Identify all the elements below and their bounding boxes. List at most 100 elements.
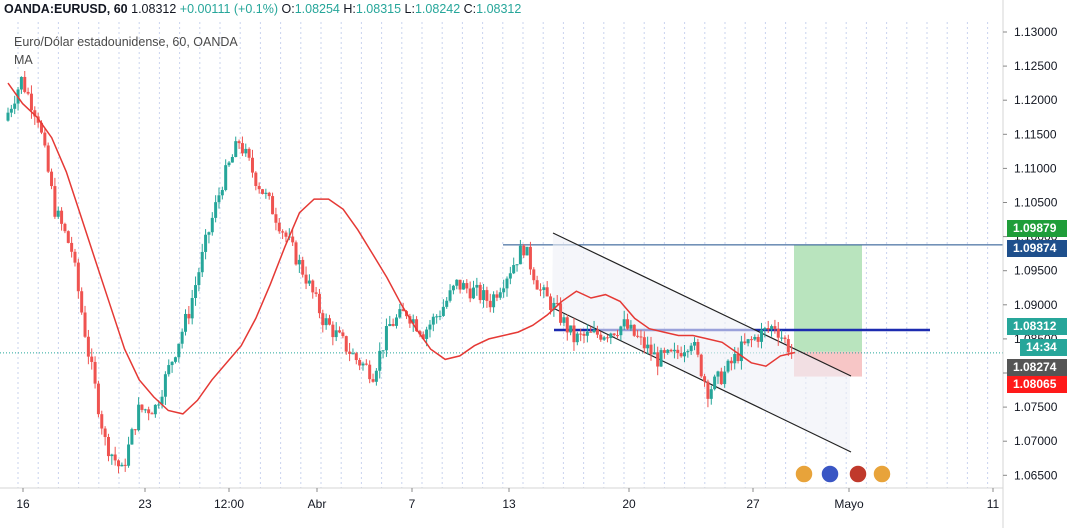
current-price-tag: 1.08312 [1007, 318, 1067, 335]
candle-body [130, 429, 134, 445]
price-tick-label: 1.10500 [1014, 196, 1058, 210]
candle-body [150, 413, 154, 415]
candle-body [123, 464, 127, 466]
candle-body [585, 331, 589, 336]
candle-body [274, 214, 278, 223]
candle-body [689, 345, 693, 352]
candle-body [703, 376, 707, 382]
event-flag-icon [820, 464, 840, 484]
candle-body [411, 319, 415, 324]
candle-body [163, 374, 167, 397]
event-flag-icon [848, 464, 868, 484]
candle-body [361, 363, 365, 366]
candle-body [719, 371, 723, 385]
candle-body [167, 365, 171, 375]
candle-body [421, 334, 425, 339]
candle-body [626, 319, 630, 329]
time-tick-label: 13 [502, 497, 516, 511]
time-tick-label: 20 [622, 497, 636, 511]
candle-body [391, 324, 395, 326]
candle-body [693, 342, 697, 346]
candle-body [381, 350, 385, 352]
candle-body [599, 334, 603, 340]
candle-body [492, 294, 496, 308]
candle-body [669, 349, 673, 352]
candle-body [307, 280, 311, 284]
candle-body [743, 341, 747, 344]
candle-body [579, 333, 583, 335]
candle-body [127, 444, 131, 466]
symbol-name[interactable]: OANDA:EURUSD, 60 [4, 2, 128, 16]
candle-body [207, 232, 211, 235]
candle-body [786, 339, 790, 353]
candle-body [133, 429, 137, 431]
candle-body [679, 353, 683, 357]
candle-body [629, 324, 633, 329]
candle-body [120, 464, 124, 467]
candle-body [676, 349, 680, 354]
time-tick-label: 12:00 [214, 497, 244, 511]
candle-body [773, 326, 777, 329]
candle-body [398, 309, 402, 318]
candle-body [733, 354, 737, 364]
candle-body [197, 272, 201, 286]
candle-body [706, 381, 710, 399]
candle-body [602, 337, 606, 340]
candle-body [384, 326, 388, 351]
candle-body [341, 332, 345, 337]
candle-body [6, 112, 10, 121]
channel-top [552, 232, 852, 377]
candle-body [348, 351, 352, 354]
candle-body [83, 312, 87, 337]
candle-body [495, 294, 499, 298]
candle-body [512, 265, 516, 274]
candle-body [415, 319, 419, 332]
close-label: C: [463, 2, 477, 16]
candle-body [244, 148, 248, 154]
candle-body [736, 354, 740, 362]
candle-body [605, 337, 609, 339]
candle-body [766, 328, 770, 330]
symbol-header: OANDA:EURUSD, 60 1.08312 +0.00111 (+0.1%… [4, 2, 521, 16]
open-value: 1.08254 [294, 2, 340, 16]
candle-body [465, 283, 469, 289]
candle-body [140, 404, 144, 410]
candle-body [240, 143, 244, 154]
candle-body [110, 454, 114, 457]
candle-body [311, 280, 315, 293]
candle-body [247, 148, 251, 158]
candle-body [63, 223, 67, 232]
candle-body [756, 336, 760, 342]
candle-body [227, 162, 231, 166]
candle-body [709, 389, 713, 399]
candle-body [117, 460, 121, 467]
price-tick-label: 1.07000 [1014, 434, 1058, 448]
candle-body [327, 318, 331, 325]
candle-body [589, 331, 593, 333]
candle-body [277, 222, 281, 232]
candle-body [23, 76, 27, 92]
candle-body [699, 354, 703, 377]
candle-body [217, 195, 221, 203]
drawings-layer [0, 232, 1003, 453]
candle-body [498, 292, 502, 298]
stop-price-tag: 1.08065 [1007, 376, 1067, 393]
profit-zone [794, 244, 862, 352]
close-value: 1.08312 [476, 2, 522, 16]
ma-indicator-label[interactable]: MA [14, 53, 33, 67]
candle-body [271, 196, 275, 215]
low-label: L: [404, 2, 415, 16]
candle-body [435, 316, 439, 318]
candle-body [525, 246, 529, 256]
price-tick-label: 1.09000 [1014, 298, 1058, 312]
candle-body [160, 396, 164, 405]
price-tick-label: 1.12000 [1014, 93, 1058, 107]
candle-body [619, 326, 623, 336]
candle-body [441, 306, 445, 316]
candle-body [388, 324, 392, 327]
candle-body [29, 93, 33, 111]
candle-body [230, 156, 234, 163]
candle-body [70, 242, 74, 252]
candle-body [505, 278, 509, 289]
